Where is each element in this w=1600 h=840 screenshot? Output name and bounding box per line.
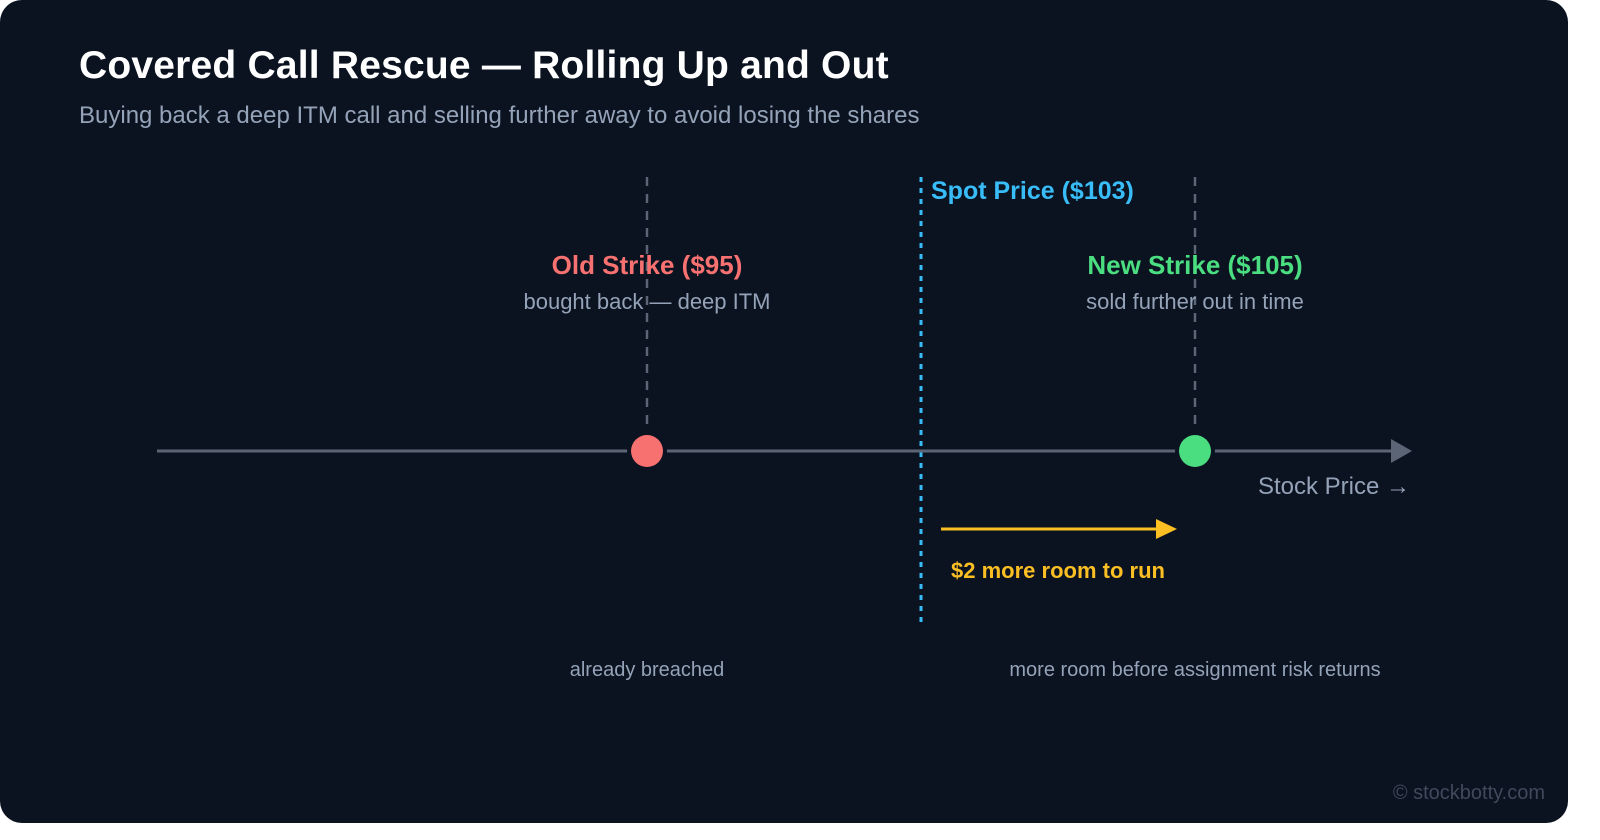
new-strike-dot xyxy=(1179,435,1211,467)
room-arrowhead xyxy=(1156,519,1177,539)
page-title: Covered Call Rescue — Rolling Up and Out xyxy=(79,44,889,87)
new-strike-note: more room before assignment risk returns xyxy=(1009,659,1380,681)
page-subtitle: Buying back a deep ITM call and selling … xyxy=(79,102,920,129)
new-strike-label: New Strike ($105) xyxy=(1087,250,1302,280)
watermark: © stockbotty.com xyxy=(1393,782,1545,804)
spot-price-label: Spot Price ($103) xyxy=(931,177,1134,205)
price-line-diagram: Spot Price ($103) Old Strike ($95) bough… xyxy=(157,177,1545,804)
axis-label: Stock Price → xyxy=(1258,473,1410,500)
old-strike-sublabel: bought back — deep ITM xyxy=(523,289,770,314)
old-strike-label: Old Strike ($95) xyxy=(552,250,743,280)
old-strike-note: already breached xyxy=(570,659,725,681)
price-axis-arrowhead xyxy=(1391,439,1412,463)
old-strike-dot xyxy=(631,435,663,467)
diagram-card: Covered Call Rescue — Rolling Up and Out… xyxy=(0,0,1568,823)
new-strike-sublabel: sold further out in time xyxy=(1086,289,1304,314)
room-label: $2 more room to run xyxy=(951,558,1165,583)
